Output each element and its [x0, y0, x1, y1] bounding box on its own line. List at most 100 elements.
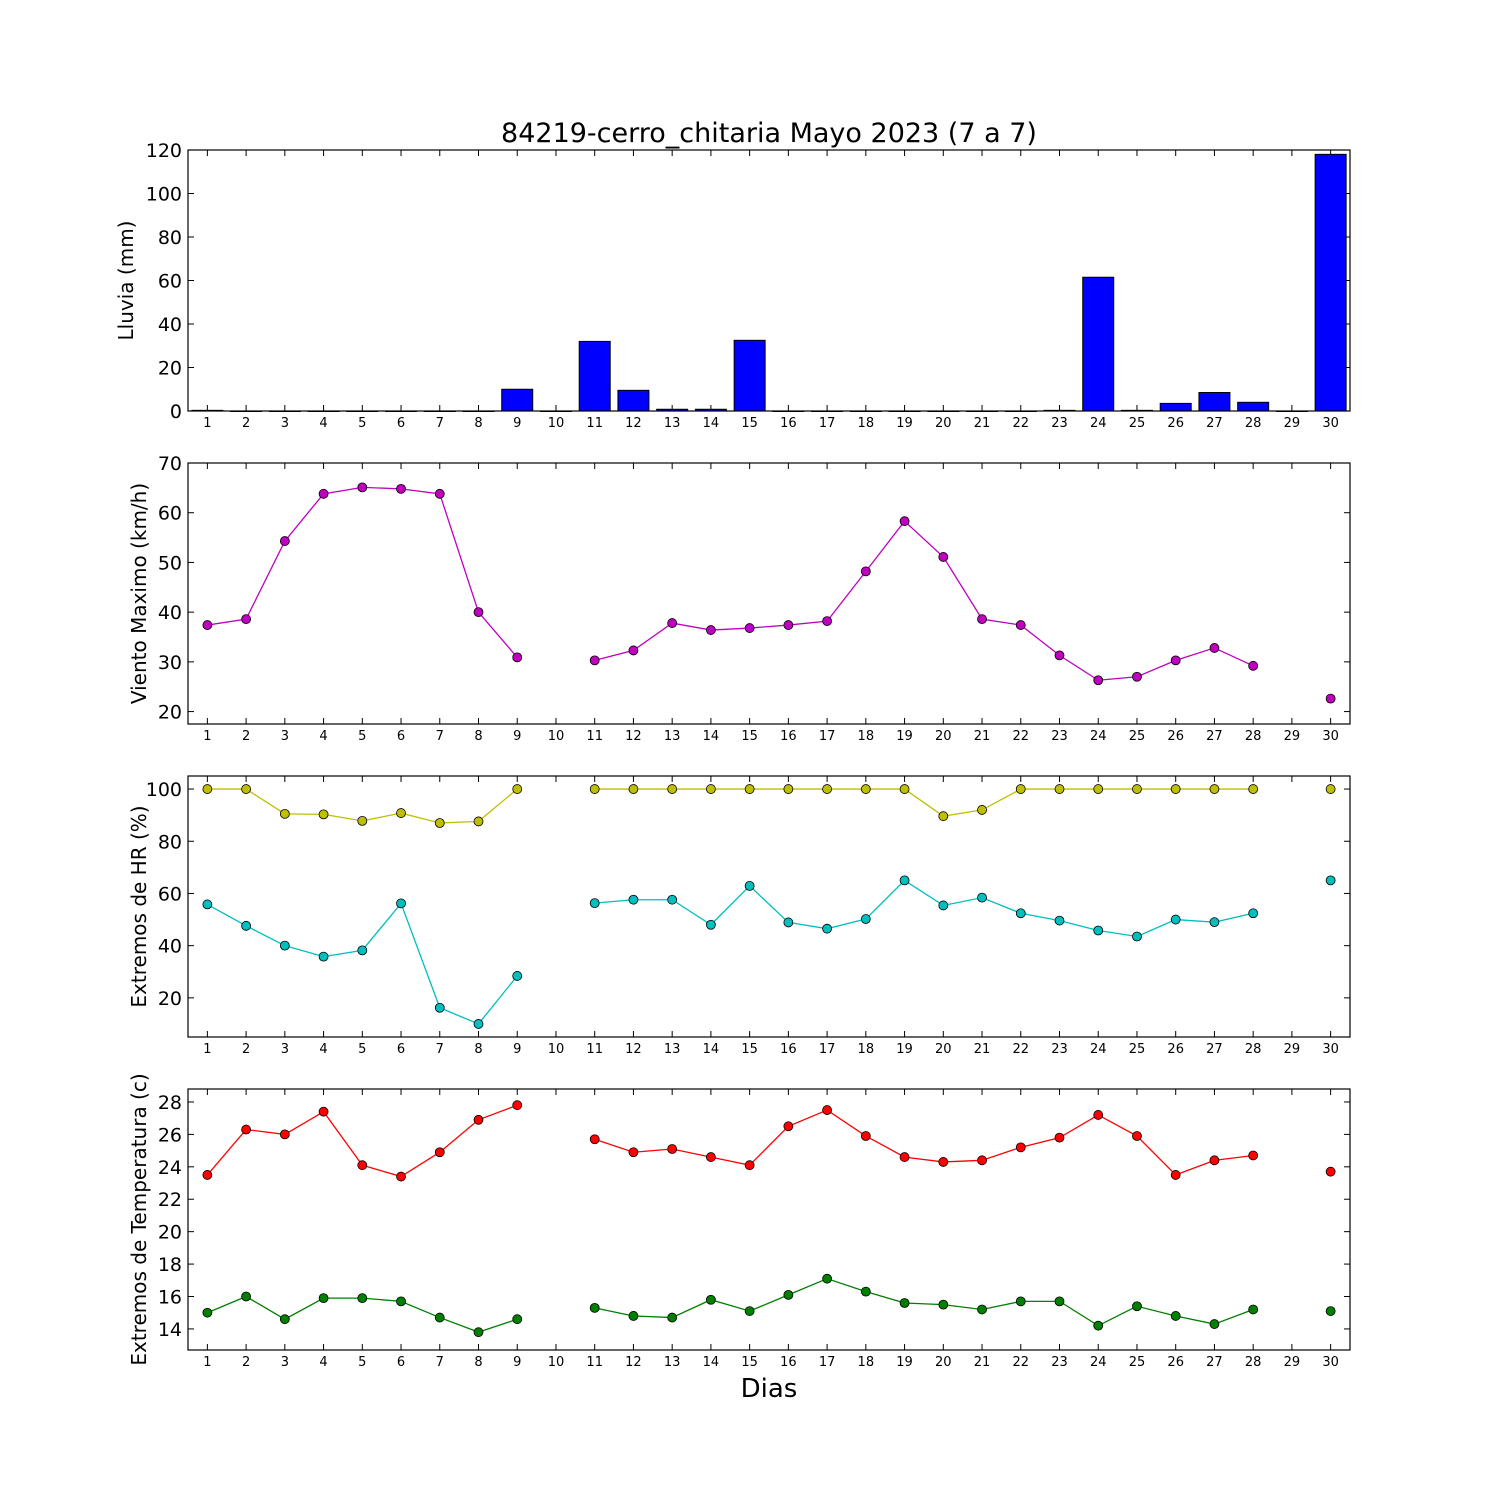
data-point	[667, 1312, 678, 1323]
x-tick-label: 14	[703, 729, 720, 744]
series-line	[594, 879, 1254, 938]
y-tick-label: 60	[158, 503, 182, 525]
data-point	[357, 945, 368, 956]
data-point	[279, 1129, 290, 1140]
data-point	[1248, 784, 1259, 794]
x-tick-label: 11	[586, 1042, 603, 1057]
data-point	[706, 784, 716, 794]
data-point	[783, 1289, 794, 1300]
data-point	[318, 951, 329, 962]
x-tick-label: 16	[780, 1355, 797, 1370]
data-point	[396, 1171, 406, 1182]
x-tick-label: 15	[741, 1042, 758, 1057]
data-point	[1015, 1296, 1026, 1307]
data-point	[1170, 1311, 1181, 1321]
x-tick-label: 28	[1245, 729, 1262, 744]
x-tick-label: 2	[242, 1355, 250, 1370]
data-point	[202, 620, 213, 630]
x-axis-label: Dias	[741, 1374, 798, 1404]
data-point	[977, 1155, 987, 1166]
data-point	[279, 940, 290, 951]
x-tick-label: 11	[586, 729, 603, 744]
y-tick-label: 28	[158, 1092, 182, 1114]
y-tick-label: 40	[158, 602, 182, 624]
x-tick-label: 12	[625, 416, 642, 431]
y-tick-label: 40	[158, 314, 182, 336]
data-point	[899, 1298, 910, 1308]
data-point	[241, 1291, 252, 1302]
x-tick-label: 12	[625, 729, 642, 744]
data-point	[744, 784, 755, 794]
data-point	[977, 614, 987, 625]
data-point	[938, 811, 949, 822]
data-point	[977, 805, 987, 815]
data-point	[822, 1105, 832, 1115]
x-tick-label: 6	[397, 416, 405, 431]
y-tick-label: 20	[158, 358, 182, 380]
data-point	[241, 614, 252, 625]
x-tick-label: 6	[397, 1355, 405, 1370]
y-tick-label: 24	[158, 1157, 182, 1179]
data-point	[628, 1311, 639, 1321]
data-point	[1054, 650, 1065, 661]
rain-bar	[1198, 392, 1231, 412]
y-tick-label: 80	[158, 227, 182, 249]
x-tick-label: 20	[935, 1355, 952, 1370]
x-tick-label: 5	[358, 729, 366, 744]
y-tick-label: 120	[146, 140, 182, 162]
data-point	[202, 784, 213, 794]
x-tick-label: 26	[1167, 1355, 1184, 1370]
data-point	[512, 971, 523, 981]
x-tick-label: 5	[358, 1355, 366, 1370]
data-point	[744, 1160, 755, 1171]
data-point	[1132, 1301, 1142, 1312]
data-point	[783, 1121, 794, 1132]
x-tick-label: 1	[203, 416, 211, 431]
x-tick-label: 16	[780, 416, 797, 431]
data-point	[1325, 875, 1336, 886]
y-tick-label: 16	[158, 1287, 182, 1309]
data-point	[357, 1160, 368, 1171]
x-tick-label: 6	[397, 729, 405, 744]
data-point	[899, 875, 910, 886]
data-point	[1248, 1150, 1259, 1161]
rain-bar	[1237, 401, 1270, 412]
data-point	[1132, 784, 1142, 794]
y-tick-label: 30	[158, 652, 182, 674]
data-point	[1170, 655, 1181, 666]
data-point	[1054, 915, 1065, 926]
y-tick-label: 20	[158, 1222, 182, 1244]
x-tick-label: 26	[1167, 1042, 1184, 1057]
x-tick-label: 13	[664, 416, 681, 431]
x-tick-label: 20	[935, 416, 952, 431]
x-tick-label: 19	[896, 1042, 913, 1057]
x-tick-label: 15	[741, 1355, 758, 1370]
data-point	[279, 1314, 290, 1325]
x-tick-label: 16	[780, 729, 797, 744]
data-point	[1209, 1155, 1220, 1166]
data-point	[860, 784, 871, 794]
x-tick-label: 18	[858, 416, 875, 431]
x-tick-label: 28	[1245, 1042, 1262, 1057]
x-tick-label: 8	[474, 416, 482, 431]
x-tick-label: 1	[203, 1042, 211, 1057]
x-tick-label: 1	[203, 1355, 211, 1370]
data-point	[1093, 675, 1104, 686]
x-tick-label: 24	[1090, 416, 1107, 431]
y-tick-label: 26	[158, 1124, 182, 1146]
data-point	[899, 784, 910, 794]
x-tick-label: 25	[1129, 416, 1146, 431]
x-tick-label: 7	[436, 1042, 444, 1057]
series-line	[207, 486, 518, 658]
x-tick-label: 12	[625, 1355, 642, 1370]
x-tick-label: 22	[1012, 729, 1029, 744]
x-tick-label: 8	[474, 729, 482, 744]
data-point	[628, 1147, 639, 1158]
y-tick-label: 20	[158, 702, 182, 724]
data-point	[1093, 1110, 1104, 1120]
data-point	[977, 892, 987, 903]
data-point	[202, 1307, 213, 1318]
x-tick-label: 27	[1206, 1355, 1223, 1370]
x-tick-label: 28	[1245, 1355, 1262, 1370]
